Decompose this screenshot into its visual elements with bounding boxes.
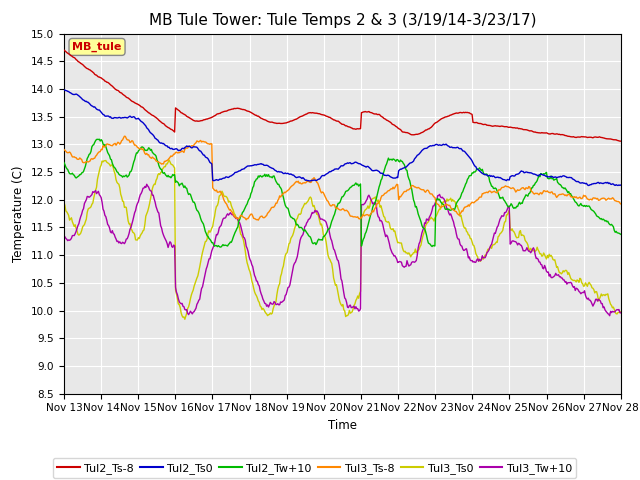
Tul3_Tw+10	[606, 313, 614, 319]
Tul2_Ts-8	[388, 121, 396, 127]
Tul2_Tw+10	[159, 170, 167, 176]
Tul3_Ts-8	[481, 190, 489, 196]
Tul3_Ts0	[60, 200, 68, 205]
Tul2_Ts-8	[60, 47, 68, 53]
Tul2_Ts-8	[204, 116, 211, 122]
Tul2_Tw+10	[204, 234, 212, 240]
Tul2_Ts-8	[617, 138, 625, 144]
Line: Tul2_Ts0: Tul2_Ts0	[64, 90, 621, 185]
Tul3_Ts-8	[120, 133, 128, 139]
Tul3_Ts-8	[159, 161, 167, 167]
Tul3_Ts0	[314, 211, 322, 217]
Tul2_Ts0	[61, 87, 68, 93]
Tul3_Ts-8	[60, 147, 68, 153]
Tul2_Ts0	[480, 171, 488, 177]
X-axis label: Time: Time	[328, 419, 357, 432]
Tul3_Ts0	[181, 316, 189, 322]
Tul2_Ts-8	[312, 110, 320, 116]
Tul2_Tw+10	[95, 136, 103, 142]
Tul2_Ts-8	[432, 120, 440, 126]
Tul3_Tw+10	[143, 181, 150, 187]
Tul2_Ts-8	[159, 120, 166, 126]
Legend: Tul2_Ts-8, Tul2_Ts0, Tul2_Tw+10, Tul3_Ts-8, Tul3_Ts0, Tul3_Tw+10: Tul2_Ts-8, Tul2_Ts0, Tul2_Tw+10, Tul3_Ts…	[53, 458, 576, 478]
Line: Tul2_Tw+10: Tul2_Tw+10	[64, 139, 621, 247]
Tul2_Tw+10	[481, 171, 489, 177]
Tul3_Ts-8	[204, 141, 212, 147]
Tul2_Ts0	[60, 87, 68, 93]
Tul3_Ts-8	[255, 217, 262, 223]
Line: Tul2_Ts-8: Tul2_Ts-8	[64, 50, 621, 141]
Tul3_Tw+10	[433, 197, 440, 203]
Tul3_Ts0	[617, 309, 625, 314]
Tul2_Ts0	[313, 178, 321, 183]
Tul2_Ts0	[204, 156, 212, 162]
Tul3_Ts0	[159, 166, 166, 172]
Tul2_Ts0	[584, 182, 592, 188]
Tul2_Ts0	[389, 175, 397, 181]
Tul3_Ts0	[205, 228, 213, 233]
Tul2_Ts0	[617, 182, 625, 188]
Tul3_Ts-8	[390, 186, 398, 192]
Line: Tul3_Ts0: Tul3_Ts0	[64, 160, 621, 319]
Tul2_Ts0	[433, 142, 440, 147]
Tul3_Ts0	[390, 228, 398, 234]
Tul3_Ts0	[165, 157, 173, 163]
Text: MB_tule: MB_tule	[72, 42, 122, 52]
Tul3_Ts-8	[434, 201, 442, 207]
Tul3_Tw+10	[60, 233, 68, 239]
Tul2_Tw+10	[617, 231, 625, 237]
Tul2_Tw+10	[314, 238, 322, 243]
Tul3_Tw+10	[313, 208, 321, 214]
Tul3_Ts0	[481, 252, 489, 258]
Tul3_Ts0	[434, 210, 442, 216]
Tul2_Ts-8	[479, 122, 487, 128]
Title: MB Tule Tower: Tule Temps 2 & 3 (3/19/14-3/23/17): MB Tule Tower: Tule Temps 2 & 3 (3/19/14…	[148, 13, 536, 28]
Tul2_Ts0	[159, 141, 167, 146]
Y-axis label: Temperature (C): Temperature (C)	[12, 165, 26, 262]
Tul3_Tw+10	[389, 251, 397, 257]
Tul2_Tw+10	[216, 244, 224, 250]
Tul3_Tw+10	[480, 255, 488, 261]
Tul2_Tw+10	[434, 196, 442, 202]
Tul3_Tw+10	[617, 310, 625, 316]
Tul2_Tw+10	[60, 160, 68, 166]
Tul3_Ts-8	[314, 180, 322, 186]
Tul2_Tw+10	[390, 156, 398, 162]
Tul3_Tw+10	[159, 232, 167, 238]
Line: Tul3_Ts-8: Tul3_Ts-8	[64, 136, 621, 220]
Tul3_Tw+10	[204, 260, 212, 266]
Tul3_Ts-8	[617, 201, 625, 207]
Line: Tul3_Tw+10: Tul3_Tw+10	[64, 184, 621, 316]
